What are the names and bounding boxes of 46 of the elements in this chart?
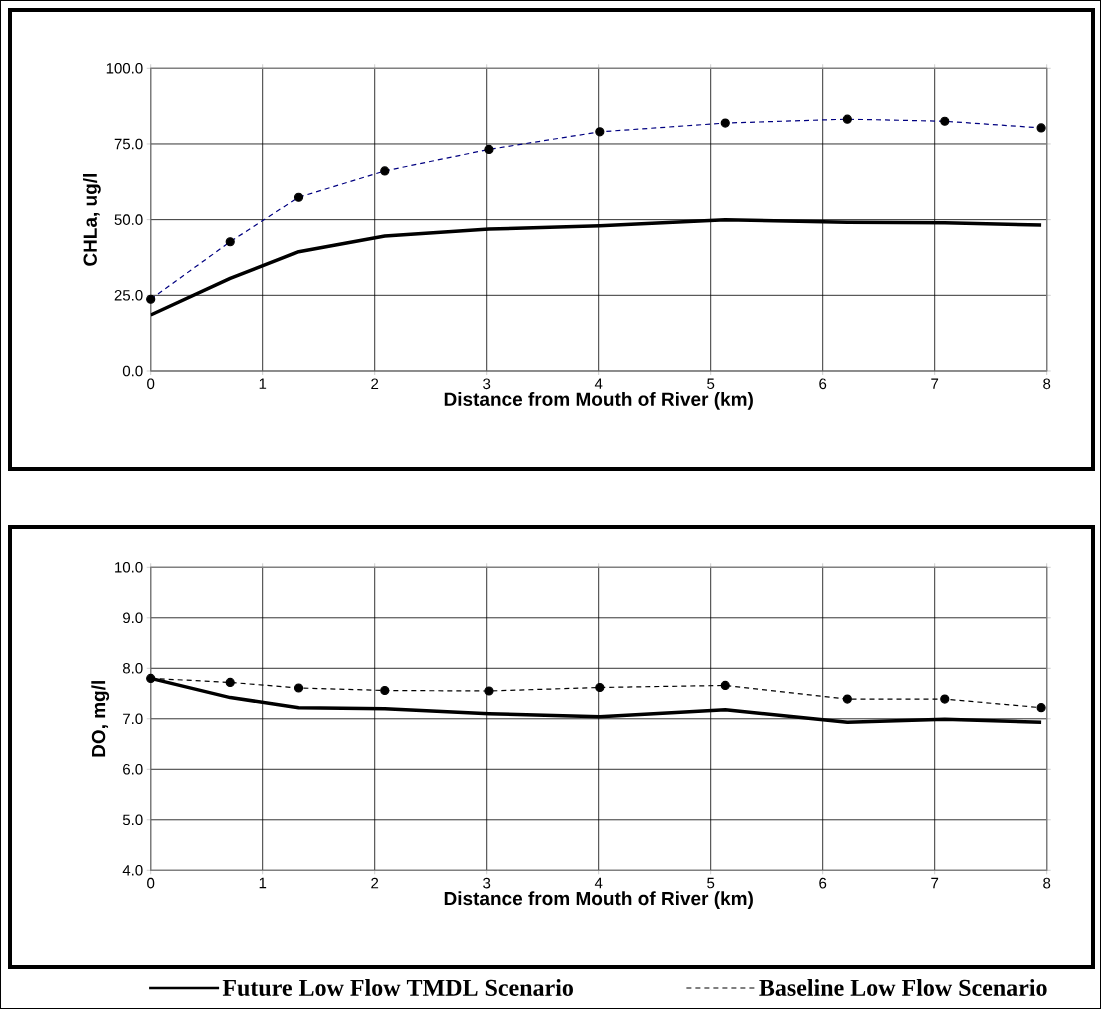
y-axis-title: CHLa, ug/l xyxy=(82,174,101,266)
x-tick-label: 4 xyxy=(594,877,603,889)
point xyxy=(940,694,950,704)
legend-label: Future Low Flow TMDL Scenario xyxy=(222,979,573,996)
y-tick-label: 25.0 xyxy=(114,290,143,301)
y-tick-label: 10.0 xyxy=(115,561,143,573)
point xyxy=(380,685,390,696)
x-tick-label: 5 xyxy=(707,877,715,889)
point xyxy=(720,680,730,691)
y-tick-label: 50.0 xyxy=(114,214,143,225)
point xyxy=(225,677,235,688)
x-tick-label: 7 xyxy=(931,877,939,889)
y-tick-label: 9.0 xyxy=(123,612,143,624)
x-tick-label: 4 xyxy=(594,378,603,389)
x-tick-label: 5 xyxy=(707,378,715,389)
x-tick-label: 3 xyxy=(483,378,491,390)
point xyxy=(1036,703,1046,713)
x-tick-label: 0 xyxy=(147,378,155,390)
point xyxy=(484,686,494,696)
x-tick-label: 8 xyxy=(1043,378,1051,390)
y-tick-label: 100.0 xyxy=(106,62,143,74)
point xyxy=(595,682,605,693)
x-tick-label: 0 xyxy=(147,877,155,889)
y-tick-label: 7.0 xyxy=(123,713,143,725)
y-tick-label: 0.0 xyxy=(122,365,143,377)
y-tick-label: 6.0 xyxy=(123,763,143,775)
x-tick-label: 2 xyxy=(371,378,379,389)
y-axis-title: DO, mg/l xyxy=(91,681,110,757)
x-tick-label: 7 xyxy=(931,378,939,389)
x-axis-title: Distance from Mouth of River (km) xyxy=(444,891,753,910)
y-tick-label: 8.0 xyxy=(122,662,143,674)
point xyxy=(146,673,156,683)
y-tick-label: 4.0 xyxy=(122,864,143,876)
x-tick-label: 3 xyxy=(483,877,491,889)
x-tick-label: 2 xyxy=(371,877,379,889)
x-tick-label: 6 xyxy=(819,378,827,390)
x-axis-title: Distance from Mouth of River (km) xyxy=(444,392,753,410)
x-tick-label: 8 xyxy=(1043,877,1051,889)
x-tick-label: 1 xyxy=(259,877,267,889)
point xyxy=(293,683,304,693)
x-tick-label: 6 xyxy=(819,877,827,889)
legend-label: Baseline Low Flow Scenario xyxy=(759,979,1047,996)
point xyxy=(842,694,852,704)
y-tick-label: 75.0 xyxy=(114,138,143,150)
y-tick-label: 5.0 xyxy=(122,814,143,826)
x-tick-label: 1 xyxy=(259,378,267,389)
